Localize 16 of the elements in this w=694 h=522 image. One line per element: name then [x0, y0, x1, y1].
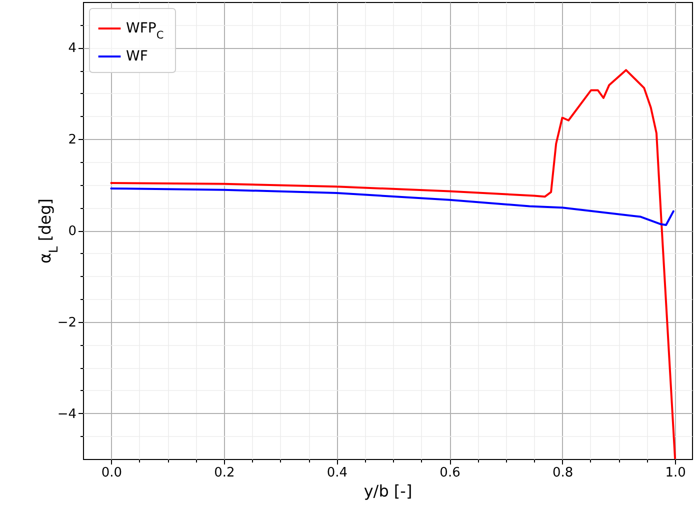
- x-tick-label: 0.8: [552, 466, 574, 480]
- x-tick-label: 0.2: [214, 466, 235, 480]
- y-tick-label: −4: [57, 406, 76, 422]
- x-tick-label: 0.0: [101, 466, 122, 480]
- y-tick-label: 2: [68, 132, 76, 148]
- line-series: [110, 187, 674, 226]
- x-axis-title: y/b [-]: [364, 482, 412, 500]
- y-tick-label: 0: [68, 224, 76, 239]
- line-series: [110, 69, 676, 459]
- legend-label: WFP$_{C}$: [126, 20, 164, 42]
- x-tick-label: 0.6: [440, 466, 460, 480]
- y-tick-label: 4: [68, 41, 76, 56]
- x-tick-label: 1.0: [665, 466, 686, 480]
- y-tick-label: −2: [57, 315, 76, 330]
- legend-label: WF: [126, 48, 148, 64]
- x-tick-label: 0.4: [326, 466, 348, 480]
